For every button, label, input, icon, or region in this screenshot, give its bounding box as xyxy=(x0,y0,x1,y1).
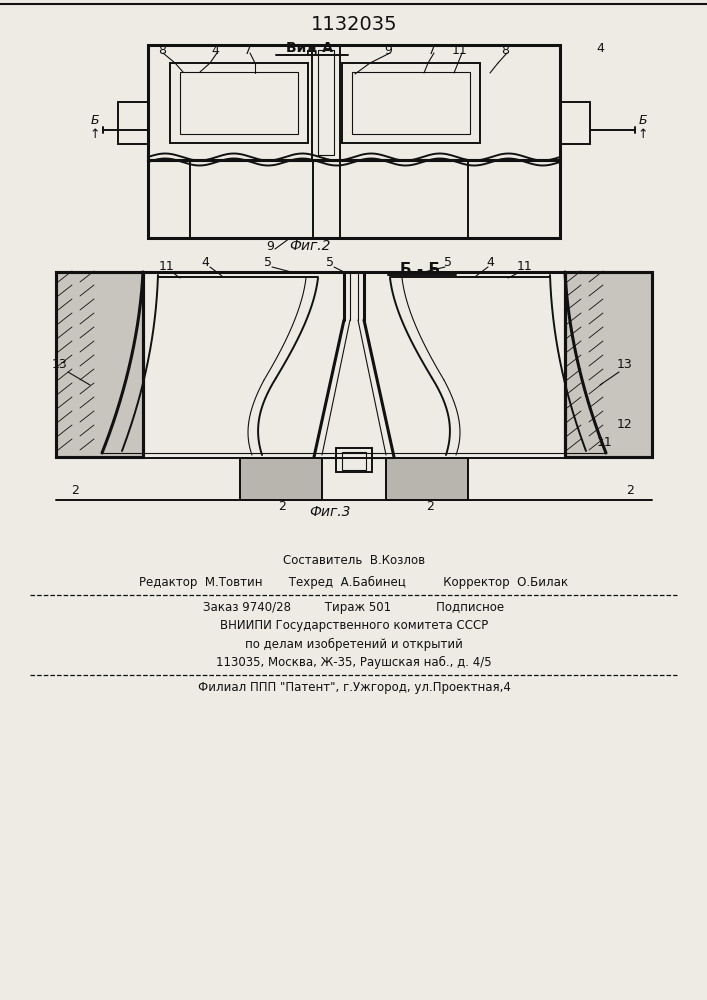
Text: 11: 11 xyxy=(452,43,468,56)
Text: 9: 9 xyxy=(266,239,274,252)
Text: Редактор  М.Товтин       Техред  А.Бабинец          Корректор  О.Билак: Редактор М.Товтин Техред А.Бабинец Корре… xyxy=(139,575,568,589)
Bar xyxy=(180,72,298,134)
Bar xyxy=(342,63,480,143)
Text: по делам изобретений и открытий: по делам изобретений и открытий xyxy=(245,637,463,651)
Bar xyxy=(240,458,322,500)
Bar xyxy=(352,72,470,134)
Text: 13: 13 xyxy=(52,359,68,371)
Text: 5: 5 xyxy=(326,256,334,269)
Text: 9: 9 xyxy=(384,43,392,56)
Text: Филиал ППП "Патент", г.Ужгород, ул.Проектная,4: Филиал ППП "Патент", г.Ужгород, ул.Проек… xyxy=(197,682,510,694)
Text: 1132035: 1132035 xyxy=(310,15,397,34)
Bar xyxy=(56,272,143,457)
Bar xyxy=(240,458,322,500)
Bar xyxy=(118,102,148,144)
Text: 8: 8 xyxy=(501,43,509,56)
Text: Б: Б xyxy=(90,113,99,126)
Text: 113035, Москва, Ж-35, Раушская наб., д. 4/5: 113035, Москва, Ж-35, Раушская наб., д. … xyxy=(216,655,492,669)
Bar xyxy=(342,452,366,470)
Text: 5: 5 xyxy=(264,256,272,269)
Text: 8: 8 xyxy=(158,43,166,56)
Bar xyxy=(560,102,590,144)
Bar xyxy=(56,272,143,457)
Text: 11: 11 xyxy=(597,436,613,450)
Text: Вид A: Вид A xyxy=(286,41,334,55)
Text: Фиг.3: Фиг.3 xyxy=(309,505,351,519)
Text: 7: 7 xyxy=(428,43,436,56)
Text: 5: 5 xyxy=(444,256,452,269)
Text: 4: 4 xyxy=(201,256,209,269)
Text: 2: 2 xyxy=(71,484,79,496)
Bar xyxy=(336,448,372,472)
Text: Фиг.2: Фиг.2 xyxy=(289,239,331,253)
Bar xyxy=(148,160,560,238)
Text: 7: 7 xyxy=(244,43,252,56)
Text: Составитель  В.Козлов: Составитель В.Козлов xyxy=(283,554,425,566)
Bar xyxy=(170,63,308,143)
Text: 4: 4 xyxy=(486,256,494,269)
Bar xyxy=(312,45,340,160)
Text: 11: 11 xyxy=(517,260,533,273)
Bar xyxy=(565,272,652,457)
Bar xyxy=(386,458,468,500)
Text: 2: 2 xyxy=(626,484,634,496)
Text: 12: 12 xyxy=(617,418,633,432)
Bar xyxy=(565,272,652,457)
Text: ↑: ↑ xyxy=(638,128,648,141)
Bar xyxy=(386,458,468,500)
Text: 11: 11 xyxy=(159,260,175,273)
Text: 13: 13 xyxy=(617,359,633,371)
Text: ↑: ↑ xyxy=(90,128,100,141)
Bar xyxy=(318,50,334,155)
Text: 4: 4 xyxy=(211,43,219,56)
Text: Заказ 9740/28         Тираж 501            Подписное: Заказ 9740/28 Тираж 501 Подписное xyxy=(204,601,505,614)
Text: Б - Б: Б - Б xyxy=(400,262,440,277)
Text: 4: 4 xyxy=(596,41,604,54)
Text: 2: 2 xyxy=(426,499,434,512)
Text: 2: 2 xyxy=(278,499,286,512)
Bar xyxy=(148,45,560,160)
Text: Б: Б xyxy=(638,113,648,126)
Text: ВНИИПИ Государственного комитета СССР: ВНИИПИ Государственного комитета СССР xyxy=(220,619,488,633)
